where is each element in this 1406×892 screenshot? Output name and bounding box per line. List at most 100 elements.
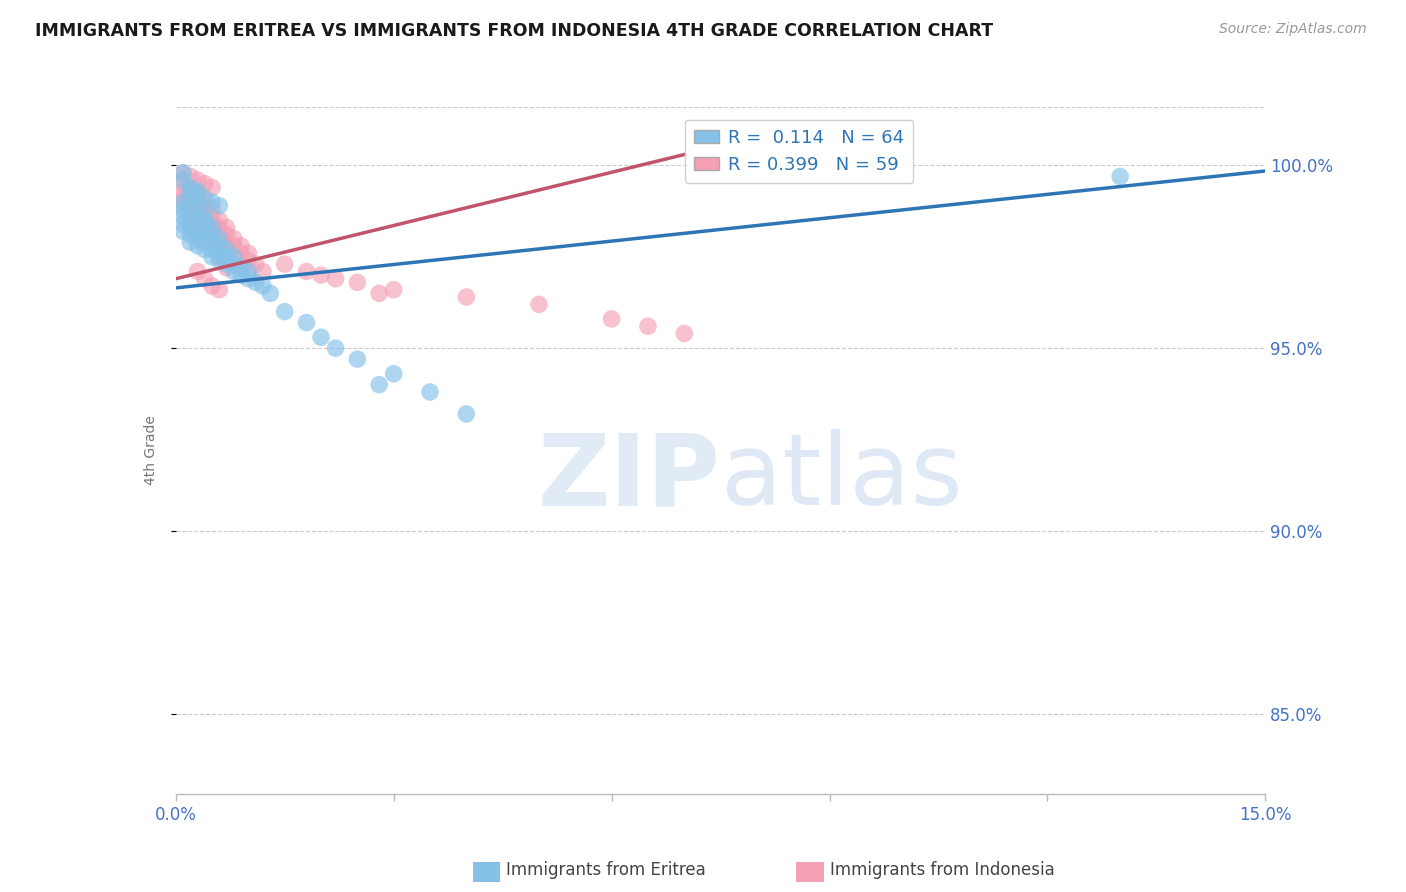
Point <box>215 227 238 242</box>
Point <box>186 217 209 231</box>
Point <box>600 312 623 326</box>
Point <box>456 290 478 304</box>
Point <box>194 177 217 191</box>
Point <box>179 210 201 224</box>
Point <box>215 243 238 257</box>
Point <box>201 227 224 242</box>
Point <box>201 224 224 238</box>
Point <box>208 199 231 213</box>
Point <box>172 199 194 213</box>
Point <box>201 250 224 264</box>
Text: Immigrants from Eritrea: Immigrants from Eritrea <box>506 861 706 879</box>
Point <box>231 268 253 282</box>
Point <box>231 260 253 275</box>
Point <box>309 330 332 344</box>
Point <box>179 220 201 235</box>
Point <box>208 239 231 253</box>
Point <box>456 407 478 421</box>
Bar <box>796 863 824 882</box>
Point <box>201 210 224 224</box>
Point <box>172 210 194 224</box>
Point <box>179 213 201 227</box>
Point <box>215 257 238 271</box>
Point <box>208 250 231 264</box>
Point <box>172 173 194 187</box>
Point <box>179 169 201 184</box>
Point <box>222 231 245 245</box>
Point <box>215 260 238 275</box>
Point <box>194 227 217 242</box>
Point <box>194 191 217 205</box>
Point <box>172 166 194 180</box>
Point <box>274 304 297 318</box>
Point <box>186 184 209 198</box>
Point <box>186 187 209 202</box>
Point <box>194 217 217 231</box>
Point <box>222 250 245 264</box>
Point <box>368 377 391 392</box>
Point <box>238 271 260 285</box>
Point <box>208 213 231 227</box>
Point <box>186 224 209 238</box>
Point <box>172 194 194 209</box>
Point <box>222 239 245 253</box>
Point <box>238 246 260 260</box>
Point <box>201 243 224 257</box>
Text: Immigrants from Indonesia: Immigrants from Indonesia <box>830 861 1054 879</box>
Point <box>201 235 224 250</box>
Point <box>208 283 231 297</box>
Point <box>172 202 194 217</box>
Point <box>179 194 201 209</box>
Point <box>194 235 217 250</box>
Point <box>208 253 231 268</box>
Point <box>186 210 209 224</box>
Point <box>208 220 231 235</box>
Text: IMMIGRANTS FROM ERITREA VS IMMIGRANTS FROM INDONESIA 4TH GRADE CORRELATION CHART: IMMIGRANTS FROM ERITREA VS IMMIGRANTS FR… <box>35 22 993 40</box>
Point <box>194 210 217 224</box>
Point <box>673 326 696 341</box>
Point <box>172 224 194 238</box>
Point <box>186 199 209 213</box>
Point <box>179 191 201 205</box>
Point <box>194 210 217 224</box>
Point <box>172 191 194 205</box>
Point <box>186 202 209 217</box>
Point <box>274 257 297 271</box>
Point <box>179 202 201 217</box>
Point <box>179 180 201 194</box>
Point <box>186 173 209 187</box>
Point <box>245 257 267 271</box>
Text: atlas: atlas <box>721 429 962 526</box>
Point <box>215 250 238 264</box>
Point <box>172 217 194 231</box>
Point <box>194 213 217 227</box>
Point <box>231 246 253 260</box>
Point <box>186 264 209 278</box>
Point <box>194 194 217 209</box>
Point <box>186 206 209 220</box>
Legend: R =  0.114   N = 64, R = 0.399   N = 59: R = 0.114 N = 64, R = 0.399 N = 59 <box>685 120 912 183</box>
Point <box>201 220 224 235</box>
Point <box>368 286 391 301</box>
Point <box>179 187 201 202</box>
Point <box>186 217 209 231</box>
Point <box>208 227 231 242</box>
Point <box>231 239 253 253</box>
Point <box>179 227 201 242</box>
Point <box>186 194 209 209</box>
Y-axis label: 4th Grade: 4th Grade <box>143 416 157 485</box>
Point <box>382 367 405 381</box>
Point <box>201 217 224 231</box>
Point <box>194 243 217 257</box>
Point <box>346 352 368 367</box>
Point <box>222 257 245 271</box>
Point <box>201 194 224 209</box>
Point <box>179 235 201 250</box>
Point <box>194 202 217 217</box>
Point <box>208 246 231 260</box>
Point <box>527 297 550 311</box>
Point <box>245 276 267 290</box>
Point <box>295 316 318 330</box>
Point <box>325 271 347 285</box>
Text: ZIP: ZIP <box>537 429 721 526</box>
